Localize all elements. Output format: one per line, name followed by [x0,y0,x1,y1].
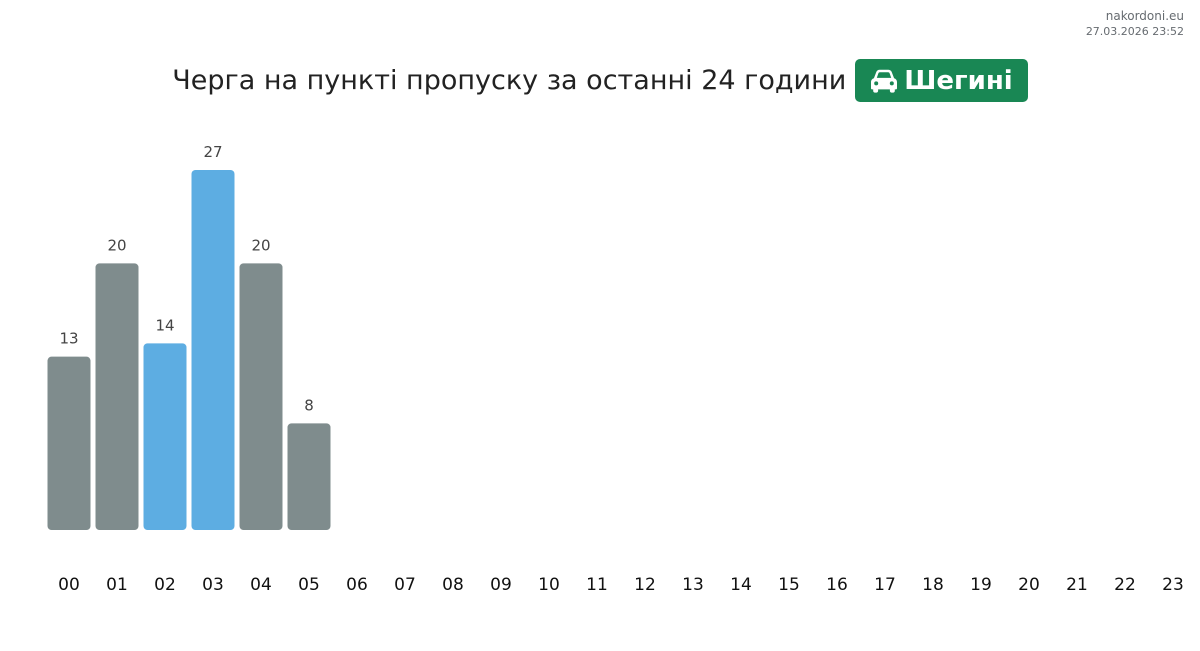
checkpoint-badge: Шегині [855,59,1028,102]
x-tick-label-22: 22 [1114,575,1136,595]
x-tick-label-15: 15 [778,575,800,595]
x-tick-label-14: 14 [730,575,752,595]
x-tick-label-23: 23 [1162,575,1184,595]
bar-value-label-01: 20 [107,236,126,254]
car-icon [871,69,898,93]
bar-value-label-00: 13 [59,330,78,348]
bar-03[interactable] [191,170,235,530]
x-tick-label-18: 18 [922,575,944,595]
x-tick-label-05: 05 [298,575,320,595]
x-tick-label-04: 04 [250,575,272,595]
bar-value-label-05: 8 [304,396,314,414]
x-tick-label-12: 12 [634,575,656,595]
x-tick-label-21: 21 [1066,575,1088,595]
bar-01[interactable] [95,263,139,530]
checkpoint-name: Шегині [904,65,1013,96]
chart-title: Черга на пункті пропуску за останні 24 г… [172,65,847,96]
x-tick-label-20: 20 [1018,575,1040,595]
x-tick-label-08: 08 [442,575,464,595]
x-tick-label-17: 17 [874,575,896,595]
bar-value-label-03: 27 [203,143,222,161]
bar-00[interactable] [47,356,91,530]
bar-value-label-02: 14 [155,316,174,334]
x-tick-label-02: 02 [154,575,176,595]
x-tick-label-10: 10 [538,575,560,595]
x-tick-label-01: 01 [106,575,128,595]
x-tick-label-03: 03 [202,575,224,595]
site-name[interactable]: nakordoni.eu [1105,9,1184,23]
x-tick-label-00: 00 [58,575,80,595]
x-tick-label-07: 07 [394,575,416,595]
chart-header: Черга на пункті пропуску за останні 24 г… [0,59,1200,102]
x-tick-label-19: 19 [970,575,992,595]
x-tick-label-16: 16 [826,575,848,595]
x-tick-label-06: 06 [346,575,368,595]
bar-02[interactable] [143,343,187,530]
bar-04[interactable] [239,263,283,530]
bar-value-label-04: 20 [251,236,270,254]
queue-bar-chart: 13 00 20 01 14 02 27 03 20 04 8 05 06 07 08 09 10 11 12 13 1… [47,143,1184,595]
bar-05[interactable] [287,423,331,530]
x-tick-label-13: 13 [682,575,704,595]
x-tick-label-11: 11 [586,575,608,595]
last-updated-timestamp: 27.03.2026 23:52 [1085,25,1184,38]
x-tick-label-09: 09 [490,575,512,595]
site-meta: nakordoni.eu 27.03.2026 23:52 [1086,9,1184,40]
